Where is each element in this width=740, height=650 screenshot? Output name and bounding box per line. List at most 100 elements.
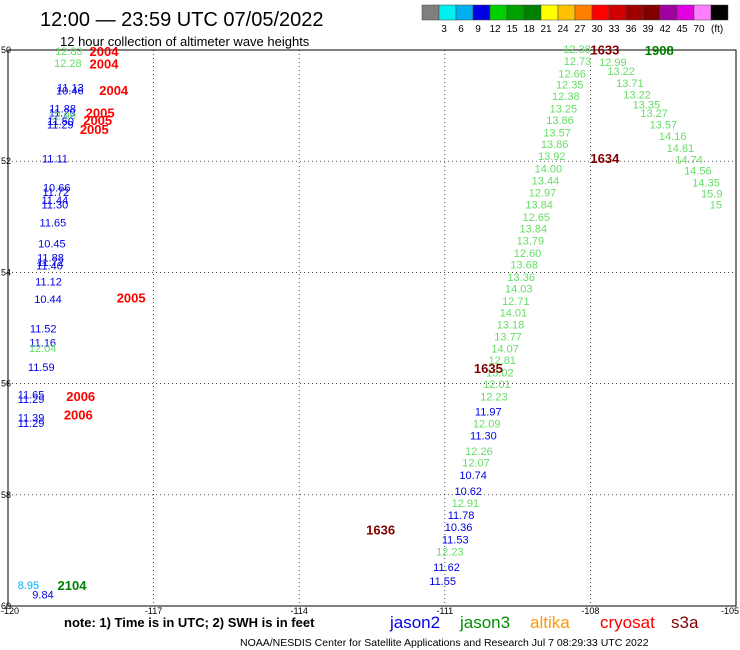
swh-reading-label: 13.71	[616, 78, 644, 90]
swh-reading-label: 12.65	[522, 212, 550, 224]
longitude-tick-label: -120	[1, 606, 19, 616]
swh-reading-label: 15.9	[701, 188, 722, 200]
legend-tick-label: 24	[557, 24, 569, 35]
swh-reading-label: 12.66	[558, 68, 586, 80]
swh-reading-label: 11.65	[18, 390, 45, 402]
legend-tick-label: 39	[642, 24, 654, 35]
swh-reading-label: 9.84	[32, 589, 53, 601]
legend-tick-label: 18	[523, 24, 535, 35]
swh-reading-label: 13.84	[520, 223, 548, 235]
legend-color-swatch	[438, 4, 457, 21]
swh-reading-label: 14.74	[675, 155, 703, 167]
pass-time-label: 2005	[117, 290, 146, 305]
swh-reading-label: 11.39	[18, 413, 45, 425]
swh-reading-label: 8.95	[18, 580, 39, 592]
swh-reading-label: 13.36	[507, 272, 535, 284]
swh-reading-label: 12.26	[465, 446, 493, 458]
legend-tick-label: 30	[591, 24, 603, 35]
swh-reading-label: 13.92	[538, 151, 566, 163]
longitude-tick-label: -117	[145, 606, 162, 616]
pass-time-label: 2004	[90, 44, 120, 59]
source-credit: NOAA/NESDIS Center for Satellite Applica…	[240, 637, 649, 649]
legend-color-swatch	[523, 4, 542, 21]
swh-reading-label: 13.22	[623, 89, 651, 101]
legend-color-swatch	[591, 4, 610, 21]
swh-reading-label: 12.97	[529, 187, 557, 199]
legend-tick-label: 36	[625, 24, 637, 35]
swh-reading-label: 11.44	[41, 195, 68, 207]
plot-frame	[7, 49, 737, 607]
legend-tick-label: 33	[608, 24, 620, 35]
swh-reading-label: 12.60	[514, 248, 542, 260]
legend-color-swatch	[710, 4, 729, 21]
pass-time-label: 2104	[58, 578, 88, 593]
wave-height-color-legend: 3 6 9 12 15 18 21 24 27 30 33 36 39 42 45 70	[421, 4, 729, 35]
swh-reading-label: 12.09	[473, 419, 501, 431]
swh-reading-label: 14.03	[505, 284, 533, 296]
swh-reading-label: 12.07	[462, 458, 490, 470]
swh-reading-label: 11.88	[37, 252, 64, 264]
longitude-tick-label: -108	[581, 606, 599, 616]
pass-time-labels: 2004200420042005200520052005200620062104…	[58, 42, 674, 592]
swh-reading-label: 11.52	[30, 324, 57, 336]
swh-reading-label: 12.90	[48, 111, 76, 123]
pass-time-label: 1635	[474, 361, 503, 376]
swh-reading-label: 11.30	[470, 430, 497, 442]
legend-color-swatch	[472, 4, 491, 21]
satellite-legend-entry: cryosat	[600, 613, 655, 632]
swh-reading-label: 13.86	[541, 139, 569, 151]
swh-reading-label: 13.27	[640, 108, 668, 120]
legend-color-swatch	[642, 4, 661, 21]
swh-reading-label: 13.18	[497, 320, 525, 332]
pass-time-label: 2005	[83, 113, 112, 128]
swh-reading-label: 13.68	[510, 260, 538, 272]
swh-reading-label: 13.57	[543, 127, 571, 139]
latitude-tick-label: 60	[1, 601, 11, 611]
legend-tick-label: 6	[458, 24, 464, 35]
swh-reading-label: 12.23	[480, 391, 508, 403]
latitude-tick-label: 58	[1, 490, 11, 500]
figure-subtitle: 12 hour collection of altimeter wave hei…	[60, 34, 310, 49]
legend-color-swatch	[421, 4, 440, 21]
swh-reading-label: 13.22	[607, 66, 635, 78]
swh-reading-label: 11.29	[18, 418, 45, 430]
swh-reading-label: 11.55	[429, 576, 456, 588]
swh-reading-label: 11.88	[49, 103, 76, 115]
pass-time-label: 1636	[366, 522, 395, 537]
swh-reading-label: 14.07	[491, 344, 519, 356]
legend-color-swatch	[625, 4, 644, 21]
swh-reading-label: 10.74	[459, 470, 487, 482]
pass-time-label: 1908	[645, 43, 674, 58]
swh-reading-label: 11.62	[433, 562, 460, 574]
swh-reading-label: 11.97	[475, 406, 502, 418]
legend-color-swatch	[693, 4, 712, 21]
legend-tick-label: 70	[693, 24, 705, 35]
pass-time-label: 1633	[590, 42, 619, 57]
swh-reading-label: 12.04	[29, 343, 57, 355]
legend-unit-label: (ft)	[711, 24, 723, 35]
swh-reading-label: 11.40	[36, 261, 63, 273]
swh-reading-label: 14.16	[659, 131, 687, 143]
swh-reading-label: 11.11	[42, 153, 68, 165]
pass-time-label: 2005	[80, 122, 109, 137]
swh-reading-label: 11.16	[29, 337, 56, 349]
swh-reading-label: 10.66	[43, 182, 71, 194]
legend-tick-label: 21	[540, 24, 552, 35]
swh-reading-label: 12.38	[552, 91, 580, 103]
legend-color-swatch	[557, 4, 576, 21]
swh-reading-label: 10.46	[56, 86, 84, 98]
legend-tick-label: 27	[574, 24, 586, 35]
swh-reading-label: 12.99	[599, 57, 627, 69]
legend-color-swatch	[676, 4, 695, 21]
latitude-tick-label: 54	[1, 267, 11, 277]
legend-color-swatch	[659, 4, 678, 21]
swh-reading-label: 10.36	[445, 522, 473, 534]
swh-reading-label: 11.13	[57, 82, 84, 94]
swh-reading-label: 11.50	[47, 116, 74, 128]
legend-tick-label: 9	[475, 24, 481, 35]
figure-title: 12:00 — 23:59 UTC 07/05/2022	[40, 9, 324, 31]
legend-tick-label: 12	[489, 24, 501, 35]
swh-reading-label: 12.73	[564, 56, 592, 68]
swh-reading-label: 13.44	[532, 176, 560, 188]
